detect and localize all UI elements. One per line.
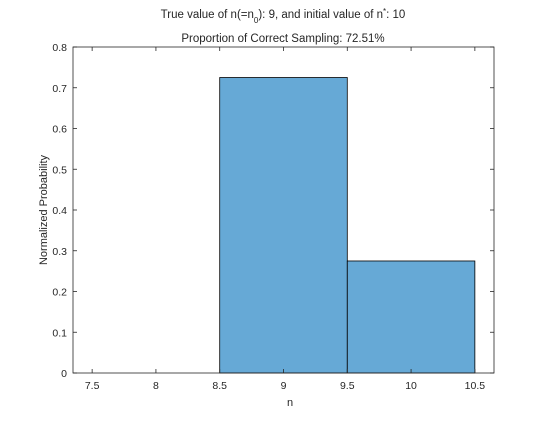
y-tick-label: 0.7 bbox=[52, 83, 67, 95]
axes-box bbox=[72, 46, 495, 374]
x-tick-label: 10.5 bbox=[465, 380, 486, 392]
x-axis-ticks: 7.5 8 8.5 9 9.5 10 10.5 bbox=[85, 47, 485, 392]
x-tick-label: 10 bbox=[405, 380, 417, 392]
x-tick-label: 7.5 bbox=[85, 380, 100, 392]
y-tick-label: 0.3 bbox=[52, 246, 67, 258]
chart-subtitle: Proportion of Correct Sampling: 72.51% bbox=[181, 33, 384, 45]
x-tick-label: 8.5 bbox=[212, 380, 227, 392]
x-tick-label: 9 bbox=[281, 380, 287, 392]
y-tick-label: 0 bbox=[61, 368, 67, 380]
x-tick-label: 9.5 bbox=[340, 380, 355, 392]
y-tick-label: 0.5 bbox=[52, 164, 67, 176]
bars-group bbox=[219, 77, 476, 374]
title-subscript: 0 bbox=[254, 16, 259, 25]
y-axis-label: Normalized Probability bbox=[38, 154, 50, 265]
title-superscript: * bbox=[383, 7, 386, 16]
y-tick-label: 0.4 bbox=[52, 205, 67, 217]
histogram-bar-1 bbox=[346, 260, 476, 374]
y-axis-ticks: 0 0.1 0.2 0.3 0.4 0.5 0.6 0.7 0.8 bbox=[52, 42, 494, 380]
chart-title: True value of n(=n0): 9, and initial val… bbox=[161, 7, 406, 25]
histogram-bar-0 bbox=[219, 77, 348, 374]
y-tick-label: 0.8 bbox=[52, 42, 67, 54]
y-tick-label: 0.6 bbox=[52, 124, 67, 136]
x-axis-label: n bbox=[287, 397, 293, 409]
y-tick-label: 0.2 bbox=[52, 287, 67, 299]
y-tick-label: 0.1 bbox=[52, 327, 67, 339]
x-tick-label: 8 bbox=[153, 380, 159, 392]
